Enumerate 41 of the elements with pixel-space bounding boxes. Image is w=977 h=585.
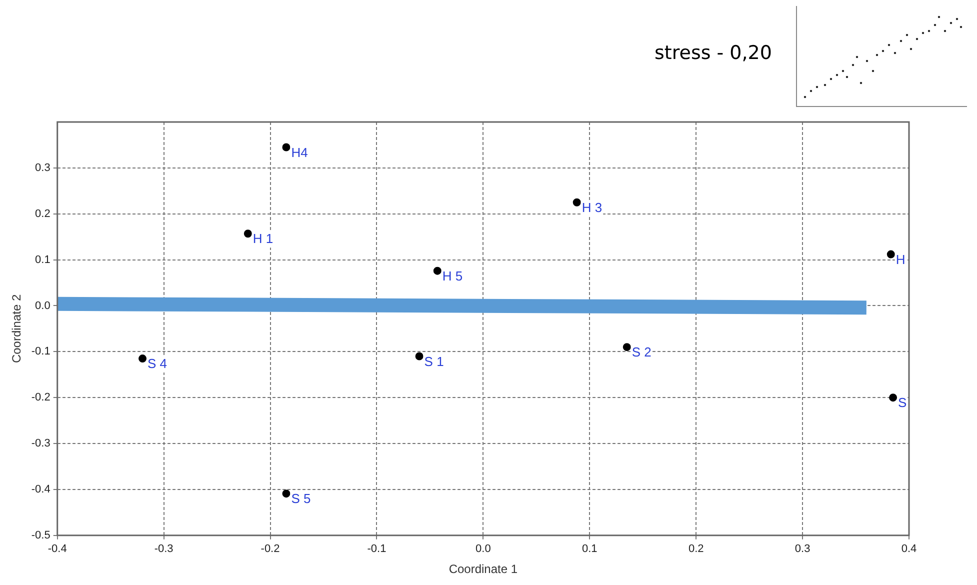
annotation: S 5 bbox=[291, 491, 311, 506]
point bbox=[282, 143, 290, 152]
y-tick-label: -0.5 bbox=[31, 529, 50, 542]
x-tick-label: 0.1 bbox=[582, 543, 598, 556]
point bbox=[282, 490, 290, 498]
y-tick-label: 0.3 bbox=[35, 162, 50, 174]
text: stress - 0,20 bbox=[654, 42, 772, 64]
annotation: S bbox=[898, 395, 908, 410]
annotation: H 5 bbox=[442, 268, 463, 284]
annotation: H 1 bbox=[252, 231, 274, 246]
y-tick-label: 0.2 bbox=[35, 208, 50, 220]
point bbox=[244, 230, 252, 238]
x-tick-label: 0.0 bbox=[476, 543, 491, 556]
x-tick-label: -0.1 bbox=[367, 543, 386, 556]
point bbox=[886, 250, 895, 258]
x-tick-label: -0.2 bbox=[260, 543, 280, 556]
annotation: S 4 bbox=[148, 356, 168, 372]
x-tick-label: 0.3 bbox=[794, 543, 810, 556]
point bbox=[433, 266, 442, 275]
y-tick-label: -0.2 bbox=[31, 392, 50, 404]
x-tick-label: -0.3 bbox=[154, 543, 174, 556]
annotation: S 1 bbox=[424, 354, 444, 369]
annotation: H bbox=[896, 252, 906, 267]
x-tick-label: 0.4 bbox=[901, 543, 917, 556]
y-axis-title: Coordinate 2 bbox=[10, 294, 24, 364]
y-tick-label: 0.0 bbox=[35, 300, 50, 312]
point bbox=[138, 354, 147, 363]
y-tick-label: -0.3 bbox=[31, 438, 50, 450]
point bbox=[889, 394, 898, 402]
annotation: H4 bbox=[291, 144, 308, 160]
x-tick-label: 0.2 bbox=[688, 543, 704, 556]
point bbox=[622, 343, 631, 352]
y-tick-label: 0.1 bbox=[35, 254, 50, 266]
annotation: H 3 bbox=[582, 200, 602, 215]
point bbox=[415, 352, 424, 360]
x-axis-title: Coordinate 1 bbox=[448, 562, 518, 576]
x-tick-label: -0.4 bbox=[48, 543, 67, 556]
point bbox=[572, 198, 581, 206]
y-tick-label: -0.4 bbox=[31, 484, 50, 496]
annotation: S 2 bbox=[632, 344, 652, 360]
y-tick-label: -0.1 bbox=[31, 346, 50, 358]
